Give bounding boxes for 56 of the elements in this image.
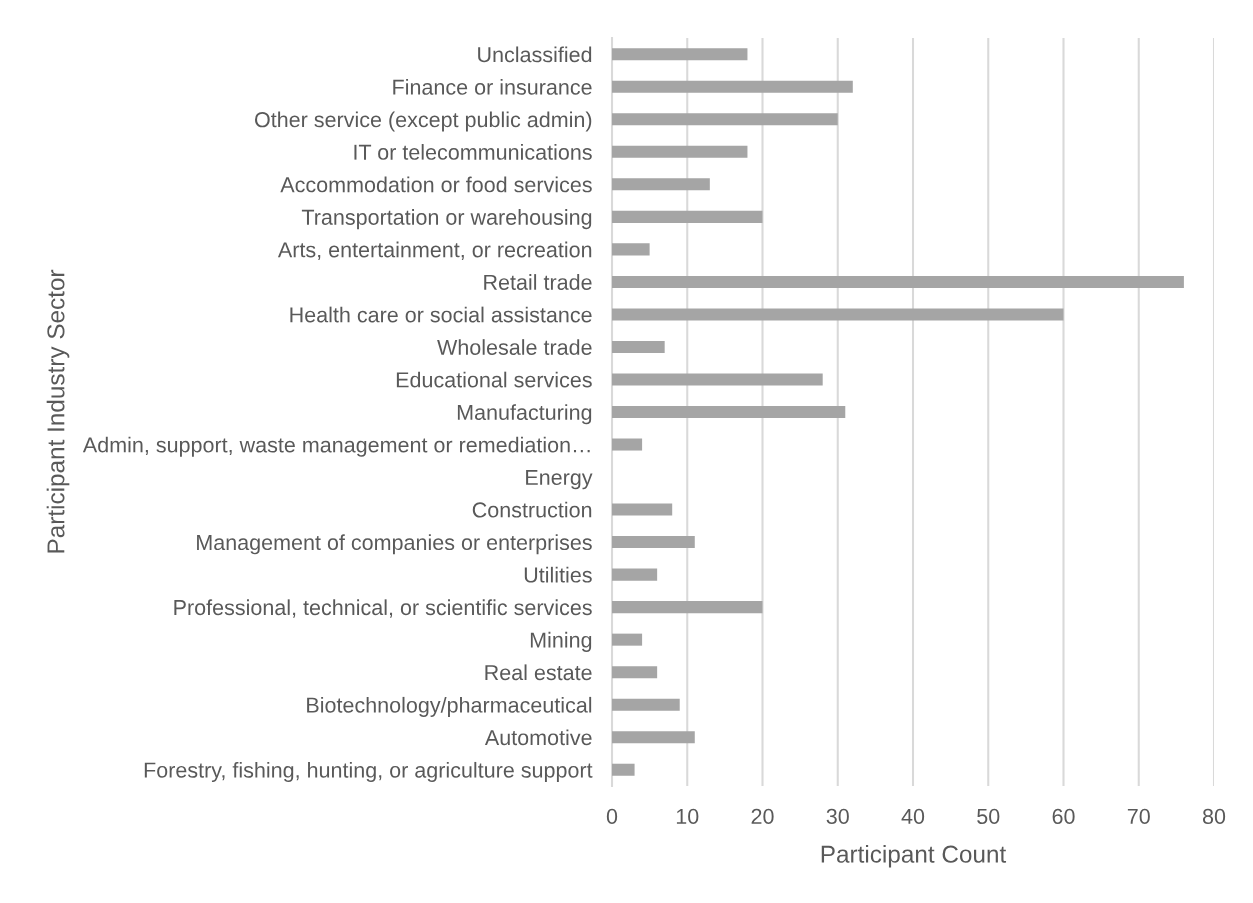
bar bbox=[612, 308, 1064, 321]
bar bbox=[612, 243, 650, 256]
y-tick-label: IT or telecommunications bbox=[354, 144, 592, 160]
bar bbox=[612, 113, 838, 126]
bar bbox=[612, 763, 635, 776]
bar bbox=[612, 145, 748, 158]
x-tick-label: 30 bbox=[826, 808, 849, 825]
bar bbox=[612, 568, 658, 581]
bar bbox=[612, 80, 853, 93]
bar bbox=[612, 698, 680, 711]
y-tick-label: Automotive bbox=[484, 729, 592, 746]
y-tick-label: Energy bbox=[526, 470, 593, 490]
y-tick-label: Utilities bbox=[524, 566, 592, 583]
x-axis-title: Participant Count bbox=[821, 844, 1007, 868]
x-tick-label: 80 bbox=[1202, 808, 1226, 825]
y-tick-label: Transportation or warehousing bbox=[301, 209, 592, 230]
bar bbox=[612, 275, 1184, 288]
bar bbox=[612, 601, 763, 614]
bar bbox=[612, 536, 695, 549]
bar bbox=[612, 48, 748, 61]
bar bbox=[612, 340, 665, 353]
x-tick-label: 60 bbox=[1052, 808, 1075, 825]
bar bbox=[612, 373, 823, 386]
bar bbox=[612, 178, 710, 191]
bar bbox=[612, 731, 695, 744]
y-tick-label: Forestry, fishing, hunting, or agriculture support bbox=[144, 761, 593, 783]
y-tick-label: Mining bbox=[530, 631, 592, 652]
y-tick-label: Arts, entertainment, or recreation bbox=[277, 241, 592, 260]
bar bbox=[612, 438, 643, 451]
y-tick-label: Wholesale trade bbox=[437, 339, 592, 355]
y-tick-label: Unclassified bbox=[478, 46, 592, 63]
y-tick-label: Real estate bbox=[485, 664, 592, 681]
y-tick-label: Management of companies or enterprises bbox=[197, 534, 592, 555]
x-tick-label: 20 bbox=[751, 808, 774, 825]
y-tick-label: Admin, support, waste management or remediation… bbox=[82, 436, 590, 457]
bar bbox=[612, 666, 658, 679]
y-tick-label: Accommodation or food services bbox=[280, 176, 592, 193]
bar bbox=[612, 210, 763, 223]
y-tick-label: Professional, technical, or scientific services bbox=[174, 599, 592, 618]
y-tick-label: Finance or insurance bbox=[393, 78, 592, 95]
x-tick-label: 50 bbox=[977, 808, 1000, 825]
x-tick-label: 40 bbox=[901, 808, 925, 825]
y-tick-label: Other service (except public admin) bbox=[255, 111, 592, 132]
y-tick-label: Educational services bbox=[396, 371, 592, 388]
bar bbox=[612, 405, 846, 419]
bar bbox=[612, 633, 643, 646]
x-tick-label: 10 bbox=[676, 808, 699, 825]
x-tick-label: 70 bbox=[1127, 808, 1150, 825]
y-tick-label: Retail trade bbox=[484, 274, 592, 290]
y-tick-label: Biotechnology/pharmaceutical bbox=[307, 696, 592, 717]
y-tick-label: Health care or social assistance bbox=[290, 306, 592, 323]
y-tick-label: Construction bbox=[472, 501, 592, 518]
y-axis-title: Participant Industry Sector bbox=[46, 269, 70, 553]
y-tick-label: Manufacturing bbox=[457, 404, 592, 425]
bar bbox=[612, 503, 673, 516]
x-tick-label: 0 bbox=[606, 808, 618, 825]
